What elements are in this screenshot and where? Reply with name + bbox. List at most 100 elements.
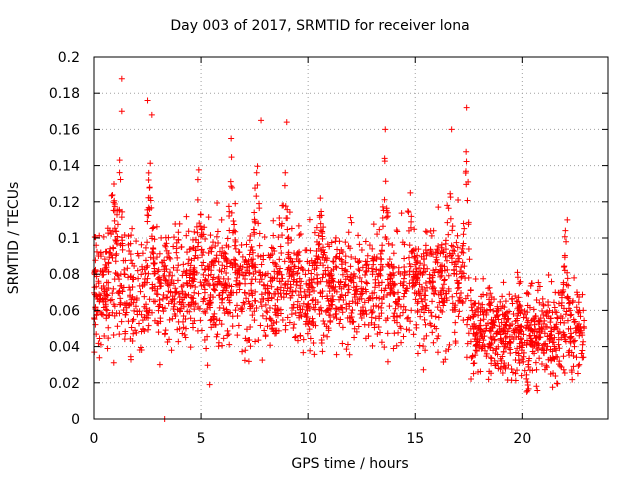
data-point	[117, 176, 124, 183]
data-point	[523, 315, 530, 322]
data-point	[246, 251, 253, 258]
data-point	[378, 256, 385, 263]
data-point	[126, 284, 133, 291]
data-point	[466, 256, 473, 263]
data-point	[424, 265, 431, 272]
data-point	[310, 340, 317, 347]
data-point	[139, 250, 146, 257]
data-point	[427, 247, 434, 254]
data-point	[103, 287, 110, 294]
data-point	[564, 275, 571, 282]
data-point	[494, 313, 501, 320]
data-point	[149, 281, 156, 288]
data-point	[444, 219, 451, 226]
data-point	[235, 322, 242, 329]
data-point	[555, 336, 562, 343]
data-point	[421, 262, 428, 269]
data-point	[275, 234, 282, 241]
data-point	[141, 293, 148, 300]
data-point	[215, 339, 222, 346]
data-point	[391, 310, 398, 317]
data-point	[218, 321, 225, 328]
data-point	[428, 313, 435, 320]
data-point	[242, 347, 249, 354]
data-point	[575, 362, 582, 369]
data-point	[144, 212, 151, 219]
data-point	[295, 258, 302, 265]
data-point	[427, 227, 434, 234]
data-point	[421, 309, 428, 316]
data-point	[375, 303, 382, 310]
data-point	[209, 258, 216, 265]
data-point	[473, 336, 480, 343]
data-point	[225, 203, 232, 210]
data-point	[215, 273, 222, 280]
data-point	[185, 256, 192, 263]
data-point	[175, 338, 182, 345]
data-point	[225, 310, 232, 317]
data-point	[170, 303, 177, 310]
data-point	[200, 259, 207, 266]
data-point	[447, 252, 454, 259]
data-point	[319, 254, 326, 261]
data-point	[99, 268, 106, 275]
data-point	[338, 291, 345, 298]
data-point	[249, 312, 256, 319]
data-point	[378, 287, 385, 294]
data-point	[383, 205, 390, 212]
data-point	[446, 341, 453, 348]
data-point	[288, 237, 295, 244]
data-point	[459, 245, 466, 252]
data-point	[262, 301, 269, 308]
data-point	[309, 284, 316, 291]
data-point	[456, 255, 463, 262]
data-point	[240, 299, 247, 306]
data-point	[259, 357, 266, 364]
data-point	[270, 232, 277, 239]
data-point	[238, 269, 245, 276]
data-point	[311, 287, 318, 294]
data-point	[327, 317, 334, 324]
data-point	[561, 263, 568, 270]
data-point	[138, 241, 145, 248]
data-point	[566, 352, 573, 359]
data-point	[206, 263, 213, 270]
data-point	[185, 228, 192, 235]
data-point	[104, 225, 111, 232]
data-point	[345, 243, 352, 250]
data-point	[146, 296, 153, 303]
data-point	[487, 341, 494, 348]
data-point	[377, 329, 384, 336]
data-point	[383, 235, 390, 242]
data-point	[277, 265, 284, 272]
data-point	[575, 308, 582, 315]
data-point	[211, 321, 218, 328]
data-point	[520, 331, 527, 338]
data-point	[526, 304, 533, 311]
data-point	[532, 339, 539, 346]
data-point	[317, 227, 324, 234]
data-point	[222, 287, 229, 294]
data-point	[346, 303, 353, 310]
data-point	[423, 252, 430, 259]
data-point	[100, 304, 107, 311]
data-point	[320, 332, 327, 339]
data-point	[232, 261, 239, 268]
data-point	[258, 117, 265, 124]
data-point	[355, 266, 362, 273]
data-point	[197, 223, 204, 230]
data-point	[465, 330, 472, 337]
data-point	[393, 227, 400, 234]
data-point	[419, 303, 426, 310]
data-point	[300, 336, 307, 343]
data-point	[502, 330, 509, 337]
data-point	[541, 317, 548, 324]
data-point	[449, 227, 456, 234]
data-point	[302, 271, 309, 278]
data-point	[441, 299, 448, 306]
data-point	[278, 250, 285, 257]
data-point	[461, 225, 468, 232]
data-point	[516, 359, 523, 366]
data-point	[469, 307, 476, 314]
data-point	[455, 284, 462, 291]
